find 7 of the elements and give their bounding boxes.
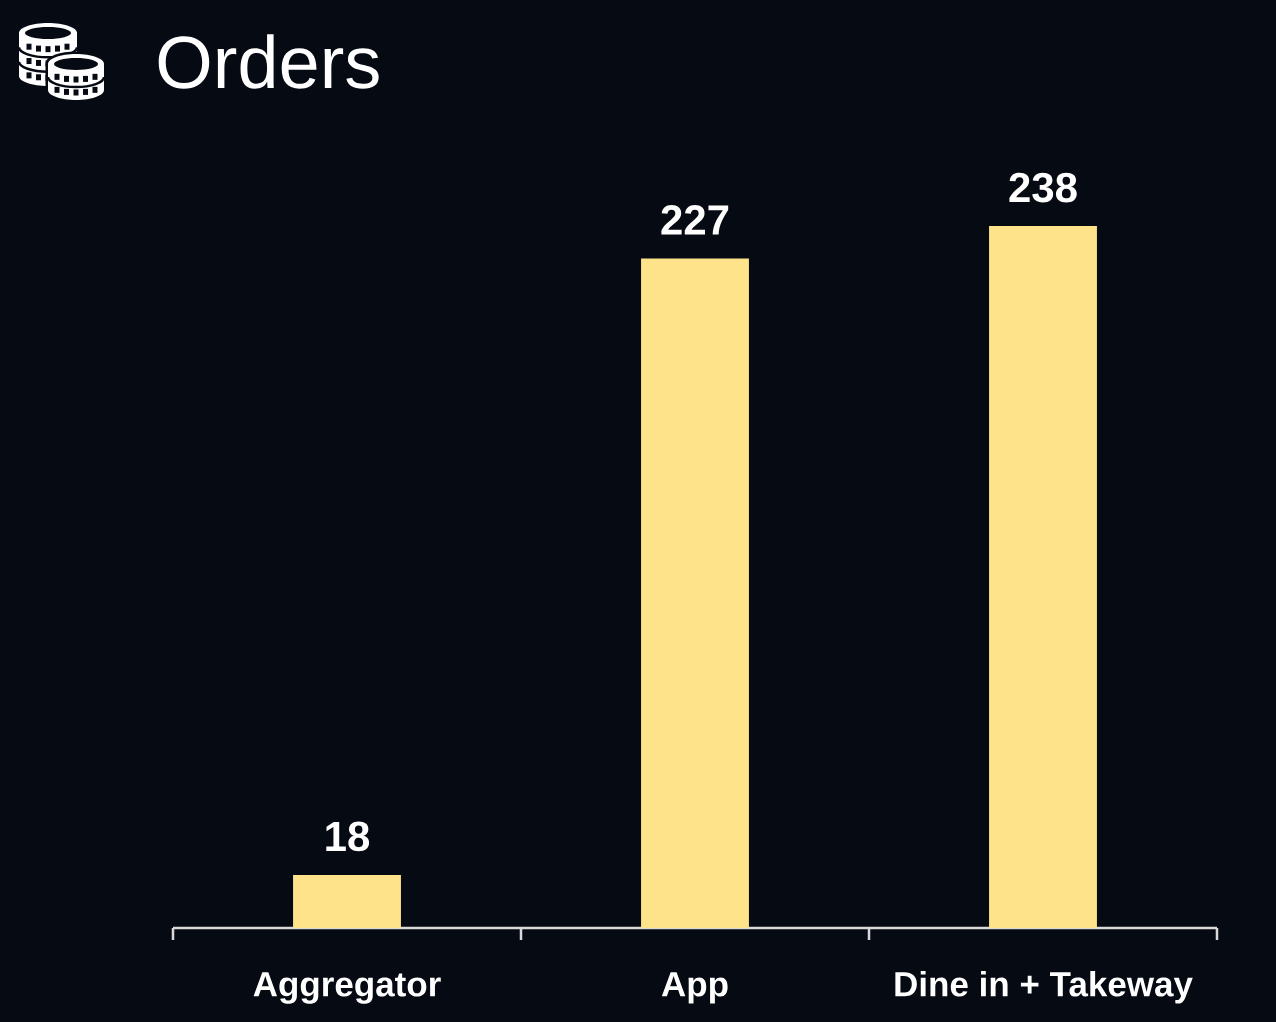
chart-title: Orders (158, 34, 379, 89)
data-label: 238 (1009, 172, 1077, 203)
data-label: 227 (661, 205, 729, 235)
data-label: 18 (326, 821, 370, 852)
x-tick-label: Aggregator (253, 972, 441, 1004)
x-tick-label: App (661, 972, 728, 1004)
x-tick-label: Dine in + Takeway (895, 970, 1193, 1004)
